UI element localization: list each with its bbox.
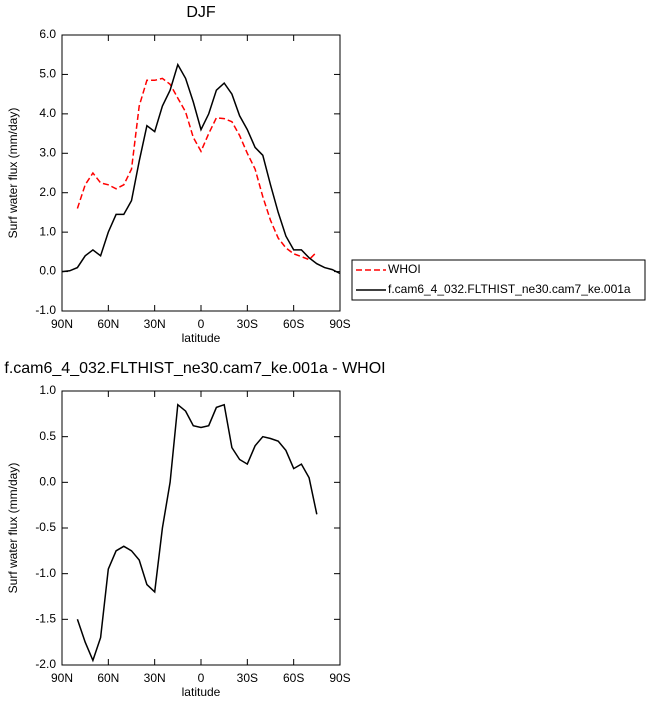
legend-label: f.cam6_4_032.FLTHIST_ne30.cam7_ke.001a — [388, 282, 631, 296]
x-tick-label: 30S — [237, 671, 258, 685]
x-tick-label: 60S — [283, 317, 304, 331]
y-tick-label: 6.0 — [39, 27, 56, 41]
x-tick-label: 60N — [97, 317, 119, 331]
y-tick-label: 2.0 — [39, 185, 56, 199]
y-tick-label: 0.0 — [39, 475, 56, 489]
y-tick-label: 1.0 — [39, 383, 56, 397]
y-tick-label: -1.0 — [35, 303, 56, 317]
x-tick-label: 0 — [198, 317, 205, 331]
plot-frame — [61, 390, 341, 666]
data-line — [76, 77, 318, 261]
x-axis-label: latitude — [182, 331, 221, 345]
y-axis-label: Surf water flux (mm/day) — [6, 108, 20, 239]
legend-box — [351, 259, 646, 301]
x-tick-label: 90S — [329, 671, 350, 685]
x-tick-label: 30N — [144, 317, 166, 331]
x-tick-label: 30N — [144, 671, 166, 685]
x-tick-label: 90N — [51, 671, 73, 685]
chart-title: f.cam6_4_032.FLTHIST_ne30.cam7_ke.001a -… — [4, 360, 385, 377]
x-tick-label: 90N — [51, 317, 73, 331]
legend-label: WHOI — [388, 262, 421, 276]
x-axis-label: latitude — [182, 685, 221, 699]
data-line — [76, 403, 318, 663]
y-tick-label: -1.5 — [35, 612, 56, 626]
y-tick-label: -1.0 — [35, 566, 56, 580]
x-tick-label: 60N — [97, 671, 119, 685]
y-axis-label: Surf water flux (mm/day) — [6, 463, 20, 594]
plot-frame — [61, 34, 341, 312]
y-tick-label: 5.0 — [39, 67, 56, 81]
x-tick-label: 90S — [329, 317, 350, 331]
x-tick-label: 60S — [283, 671, 304, 685]
y-tick-label: 0.0 — [39, 264, 56, 278]
y-tick-label: 4.0 — [39, 106, 56, 120]
data-line — [61, 62, 341, 275]
y-tick-label: -2.0 — [35, 657, 56, 671]
x-tick-label: 30S — [237, 317, 258, 331]
x-tick-label: 0 — [198, 671, 205, 685]
y-tick-label: 1.0 — [39, 224, 56, 238]
y-tick-label: -0.5 — [35, 520, 56, 534]
y-tick-label: 3.0 — [39, 145, 56, 159]
y-tick-label: 0.5 — [39, 429, 56, 443]
chart-title: DJF — [186, 4, 216, 21]
